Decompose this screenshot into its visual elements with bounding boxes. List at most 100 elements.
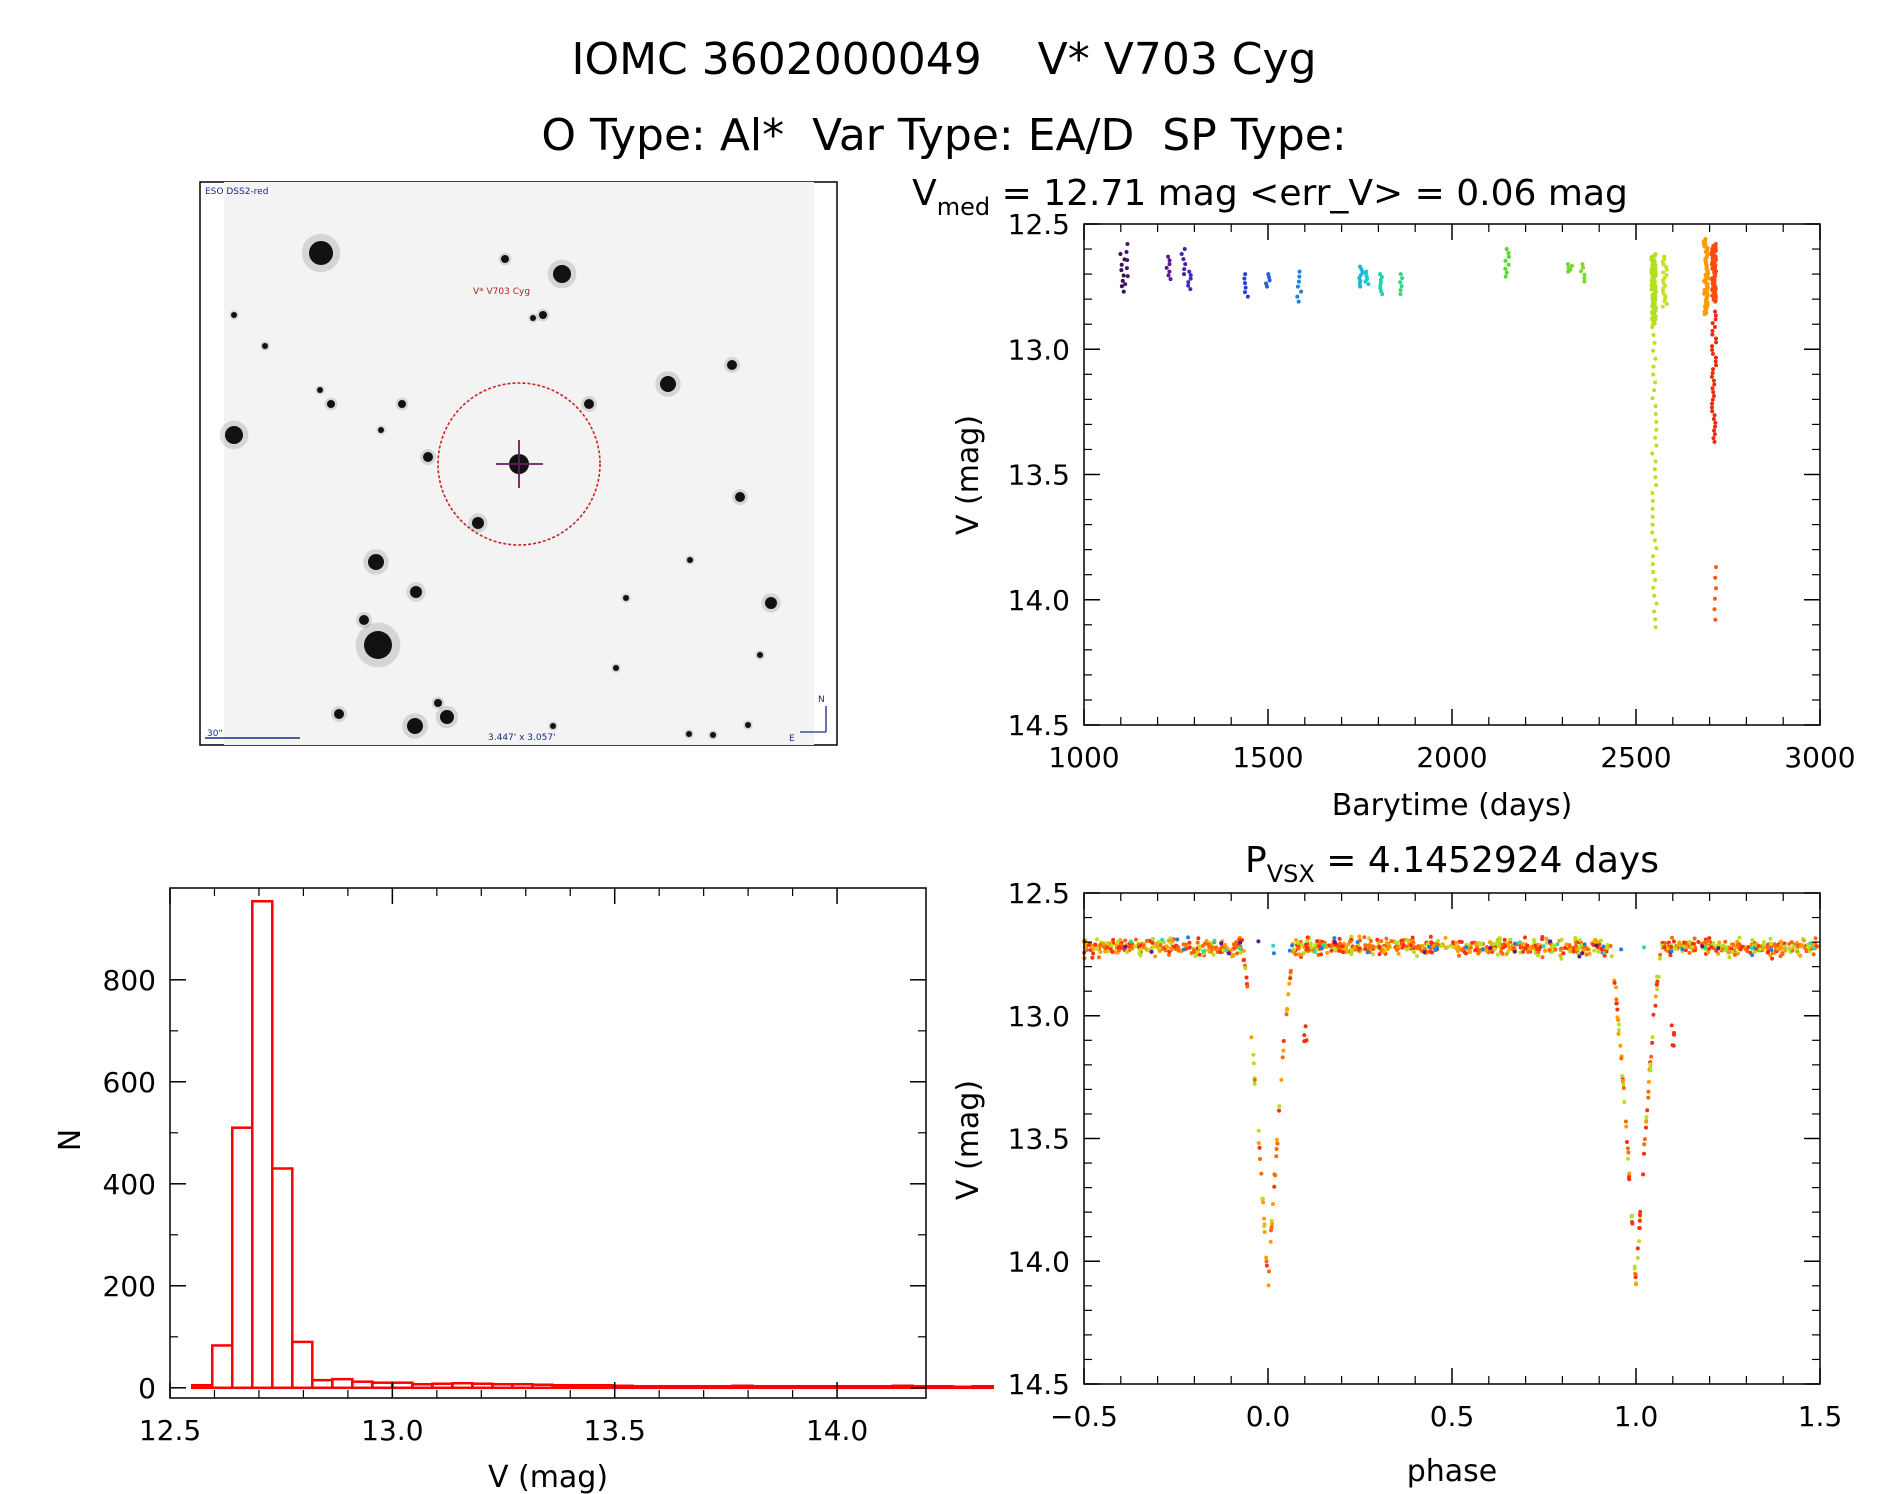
lightcurve-point xyxy=(1654,601,1659,606)
phased-point xyxy=(1468,945,1473,950)
phased-point xyxy=(1299,952,1304,957)
lightcurve-title-main: V xyxy=(912,173,937,214)
histogram-bar xyxy=(331,1377,354,1390)
phased-point xyxy=(1370,944,1375,949)
phased-point xyxy=(1277,1104,1282,1109)
phased-point xyxy=(1746,945,1751,950)
lightcurve-point xyxy=(1166,273,1171,278)
phased-point xyxy=(1769,947,1774,952)
phased-point xyxy=(1616,1031,1621,1036)
lightcurve-title-sub: med xyxy=(937,193,990,221)
phased-point xyxy=(1217,950,1222,955)
histogram-bar xyxy=(711,1385,734,1390)
lightcurve-point xyxy=(1188,287,1193,292)
phased-point xyxy=(1622,1099,1627,1104)
lightcurve-point xyxy=(1581,265,1586,270)
lightcurve-point xyxy=(1650,506,1655,511)
lightcurve-point xyxy=(1125,242,1130,247)
phased-point xyxy=(1377,944,1382,949)
histogram-bar xyxy=(671,1385,694,1390)
lightcurve-point xyxy=(1366,282,1371,287)
phased-point xyxy=(1654,982,1659,987)
phased-point xyxy=(1633,1272,1638,1277)
lightcurve-point xyxy=(1654,427,1659,432)
phased-point xyxy=(1241,958,1246,963)
phased-point xyxy=(1371,952,1376,957)
phased-point xyxy=(1098,943,1103,948)
histogram-bar xyxy=(511,1382,534,1390)
phased-point xyxy=(1138,943,1143,948)
phased-point xyxy=(1166,952,1171,957)
phased-point xyxy=(1573,936,1578,941)
phased-point xyxy=(1325,950,1330,955)
phased-point xyxy=(1635,1246,1640,1251)
target-aperture-circle xyxy=(437,382,601,546)
lightcurve-point xyxy=(1652,467,1657,472)
phased-point xyxy=(1224,948,1229,953)
lightcurve-point xyxy=(1118,252,1123,257)
lightcurve-point xyxy=(1297,274,1302,279)
phased-point xyxy=(1395,947,1400,952)
lightcurve-point xyxy=(1653,411,1658,416)
lightcurve-point xyxy=(1266,272,1271,277)
lightcurve-point xyxy=(1167,269,1172,274)
lightcurve-point xyxy=(1360,270,1365,275)
lightcurve-point xyxy=(1186,280,1191,285)
phased-point xyxy=(1723,948,1728,953)
lightcurve-point xyxy=(1120,278,1125,283)
phased-point xyxy=(1596,949,1601,954)
phased-point xyxy=(1163,948,1168,953)
phased-point xyxy=(1602,950,1607,955)
phased-point xyxy=(1618,1043,1623,1048)
phased-point xyxy=(1305,935,1310,940)
lightcurve-point xyxy=(1267,278,1272,283)
phased-point xyxy=(1337,948,1342,953)
phased-point xyxy=(1644,1115,1649,1120)
phased-point xyxy=(1303,1024,1308,1029)
phased-point xyxy=(1237,946,1242,951)
field-star xyxy=(501,255,509,263)
lightcurve-point xyxy=(1702,244,1707,249)
phased-point xyxy=(1476,950,1481,955)
phased-point xyxy=(1632,1266,1637,1271)
finder-target-label: V* V703 Cyg xyxy=(473,287,530,297)
lightcurve-point xyxy=(1710,344,1715,349)
phased-point xyxy=(1488,946,1493,951)
lightcurve-point xyxy=(1713,617,1718,622)
lightcurve-point xyxy=(1710,332,1715,337)
lightcurve-point xyxy=(1503,266,1508,271)
lightcurve-point xyxy=(1649,287,1654,292)
phased-point xyxy=(1268,1239,1273,1244)
phased-point xyxy=(1270,1221,1275,1226)
phased-point xyxy=(1281,1048,1286,1053)
phased-point xyxy=(1319,946,1324,951)
lightcurve-point xyxy=(1710,347,1715,352)
lightcurve-point xyxy=(1124,266,1129,271)
finder-compass: N E xyxy=(789,695,827,744)
phased-point xyxy=(1479,941,1484,946)
phased-point xyxy=(1538,945,1543,950)
lightcurve-point xyxy=(1569,263,1574,268)
lightcurve-point xyxy=(1712,439,1717,444)
phased-point xyxy=(1404,944,1409,949)
phased-point xyxy=(1143,946,1148,951)
lightcurve-point xyxy=(1654,443,1659,448)
phased-point xyxy=(1614,985,1619,990)
phased-point xyxy=(1368,938,1373,943)
phased-point xyxy=(1281,1038,1286,1043)
lightcurve-point xyxy=(1243,272,1248,277)
phased-point xyxy=(1601,944,1606,949)
phased-point xyxy=(1669,949,1674,954)
lightcurve-point xyxy=(1398,288,1403,293)
lightcurve-point xyxy=(1504,247,1509,252)
phased-point xyxy=(1277,1108,1282,1113)
phased-point xyxy=(1257,1157,1262,1162)
phased-point xyxy=(1548,939,1553,944)
phased-point xyxy=(1637,1213,1642,1218)
phased-point xyxy=(1614,1001,1619,1006)
lightcurve-point xyxy=(1582,276,1587,281)
phased-point xyxy=(1535,953,1540,958)
histogram-bar xyxy=(631,1385,654,1390)
phased-point xyxy=(1502,937,1507,942)
